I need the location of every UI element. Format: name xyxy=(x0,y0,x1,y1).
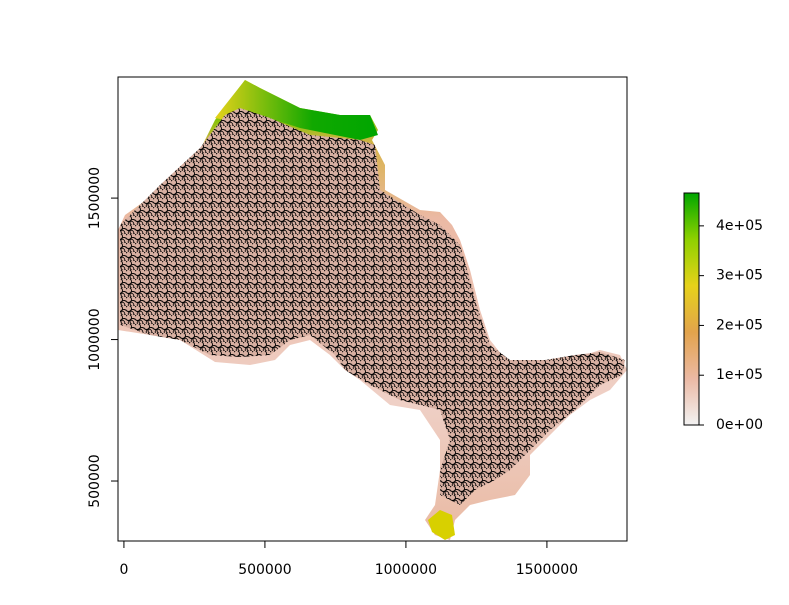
x-tick-label: 0 xyxy=(119,562,128,578)
colorbar xyxy=(683,192,700,426)
x-tick-label: 1500000 xyxy=(516,562,578,578)
x-tick-label: 500000 xyxy=(238,562,291,578)
legend-tick-label: 0e+00 xyxy=(716,417,763,433)
point-cloud xyxy=(120,108,625,505)
legend-tick-label: 2e+05 xyxy=(716,317,763,333)
raster-north xyxy=(215,80,378,140)
legend-tick-label: 1e+05 xyxy=(716,367,763,383)
legend-tick-label: 3e+05 xyxy=(716,268,763,284)
y-tick-label: 1000000 xyxy=(87,308,103,370)
map xyxy=(118,80,627,540)
legend-tick-label: 4e+05 xyxy=(716,218,763,234)
y-tick-label: 500000 xyxy=(87,454,103,507)
x-tick-label: 1000000 xyxy=(375,562,437,578)
raster-south-tip xyxy=(428,510,455,540)
plot-frame xyxy=(117,76,628,542)
y-tick-label: 1500000 xyxy=(87,167,103,229)
